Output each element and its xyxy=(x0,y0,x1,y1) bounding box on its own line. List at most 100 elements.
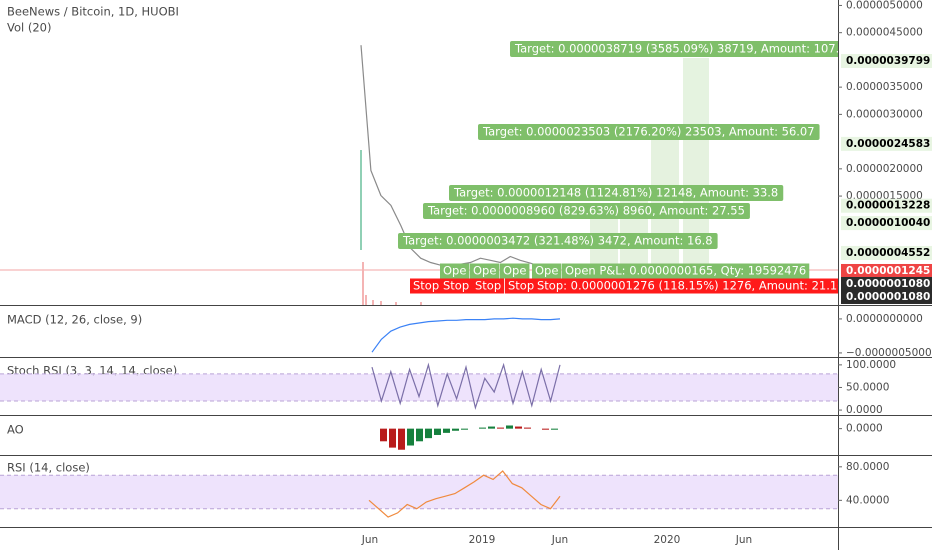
ao-bar xyxy=(407,428,414,446)
ao-bar xyxy=(524,427,531,429)
ao-bar xyxy=(551,428,558,430)
price-tag-box xyxy=(841,289,932,304)
volume-bar xyxy=(372,300,374,305)
ao-bar xyxy=(434,428,441,435)
open-label-box xyxy=(470,263,500,279)
price-tag: 0.0000039799 xyxy=(846,55,930,67)
target-label-box xyxy=(398,233,718,249)
price-tag-box xyxy=(841,136,932,151)
ao-bar xyxy=(488,426,495,429)
open-label: Ope xyxy=(473,264,496,278)
ao-bar xyxy=(497,427,504,429)
x-tick-label: Jun xyxy=(735,534,752,546)
price-tag-box xyxy=(841,216,932,231)
price-tag: 0.0000004552 xyxy=(846,247,930,259)
target-label: Target: 0.0000012148 (1124.81%) 12148, A… xyxy=(453,186,778,200)
open-label: Ope xyxy=(535,264,558,278)
target-label: Target: 0.0000023503 (2176.20%) 23503, A… xyxy=(482,125,815,139)
x-tick-label: Jun xyxy=(551,534,568,546)
ao-bar xyxy=(479,427,486,429)
open-label-box xyxy=(532,263,562,279)
y-tick-label: 0.0000000000 xyxy=(846,313,923,325)
y-tick-label: −0.0000005000 xyxy=(846,347,932,359)
price-tag: 0.0000001080 xyxy=(846,278,930,290)
stop-label-box xyxy=(410,278,443,294)
rsi-line xyxy=(368,470,561,518)
volume-bar xyxy=(365,295,367,305)
symbol: BeeNews / Bitcoin, 1D, HUOBI xyxy=(7,5,179,19)
ao-bar xyxy=(542,428,549,430)
ao-bar xyxy=(416,428,423,442)
target-label: Target: 0.0000003472 (321.48%) 3472, Amo… xyxy=(402,234,713,248)
price-tag: 0.0000001080 xyxy=(846,291,930,303)
y-tick-label: 0.0000050000 xyxy=(846,0,923,11)
y-tick-label: 0.0000045000 xyxy=(846,27,923,39)
open-label: Open P&L: 0.0000000165, Qty: 19592476 xyxy=(565,264,806,278)
stop-label-box xyxy=(534,278,838,294)
x-tick-label: 2020 xyxy=(654,534,681,546)
y-tick-label: 0.0000030000 xyxy=(846,108,923,120)
x-tick-label: Jun xyxy=(361,534,378,546)
price-tag-box xyxy=(841,198,932,213)
y-tick-label: 0.0000 xyxy=(846,423,883,435)
target-label-box xyxy=(478,124,820,140)
stop-label-box xyxy=(505,278,538,294)
y-tick-label: 0.0000 xyxy=(846,404,883,416)
target-label-box xyxy=(449,185,784,201)
ao-bar xyxy=(506,425,513,429)
rsi-title: RSI (14, close) xyxy=(7,461,90,475)
price-tag-box xyxy=(841,276,932,291)
stop-label-box xyxy=(472,278,505,294)
stoch-line xyxy=(371,362,561,411)
y-tick-label: 80.0000 xyxy=(846,461,889,473)
open-label-box xyxy=(562,263,810,279)
price-tag: 0.0000001245 xyxy=(846,265,930,277)
volume-bar xyxy=(420,302,422,305)
macd-line xyxy=(371,317,561,353)
stop-label: Stop xyxy=(508,279,534,293)
ao-bar xyxy=(425,428,432,439)
ao-title: AO xyxy=(7,423,24,437)
open-label: Ope xyxy=(503,264,526,278)
price-tag: 0.0000010040 xyxy=(846,217,930,229)
price-tag-box xyxy=(841,54,932,69)
target-label: Target: 0.0000038719 (3585.09%) 38719, A… xyxy=(514,42,854,56)
price-tag: 0.0000013228 xyxy=(846,200,930,212)
ao-bar xyxy=(461,428,468,430)
macd-title: MACD (12, 26, close, 9) xyxy=(7,313,142,327)
y-tick-label: 0.0000020000 xyxy=(846,163,923,175)
price-pane: Target: 0.0000038719 (3585.09%) 38719, A… xyxy=(360,41,854,305)
band xyxy=(0,475,838,509)
y-tick-label: 40.0000 xyxy=(846,494,889,506)
ao-bar xyxy=(398,428,405,450)
price-tag-box xyxy=(841,245,932,260)
target-label-box xyxy=(423,203,750,219)
price-tag: 0.0000024583 xyxy=(846,138,930,150)
ao-bar xyxy=(452,428,459,431)
y-tick-label: 100.0000 xyxy=(846,359,896,371)
volume-bar xyxy=(362,262,364,305)
target-label: Target: 0.0000008960 (829.63%) 8960, Amo… xyxy=(427,204,745,218)
open-label-box xyxy=(440,263,470,279)
ao-bar xyxy=(389,428,396,448)
price-tag-box xyxy=(841,263,932,278)
stop-label: Stop xyxy=(475,279,501,293)
ao-bar xyxy=(515,426,522,429)
y-tick-label: 50.0000 xyxy=(846,381,889,393)
volume-bar xyxy=(395,302,397,305)
volume-bar xyxy=(380,301,382,305)
open-label: Ope xyxy=(443,264,466,278)
y-tick-label: 0.0000035000 xyxy=(846,81,923,93)
x-tick-label: 2019 xyxy=(469,534,496,546)
target-label-box xyxy=(510,41,838,57)
stop-label: Stop: 0.0000001276 (118.15%) 1276, Amoun… xyxy=(537,279,845,293)
stop-label-box xyxy=(440,278,473,294)
open-label-box xyxy=(500,263,530,279)
ao-bar xyxy=(380,428,387,442)
stop-label: Stop xyxy=(413,279,439,293)
volume-label: Vol (20) xyxy=(7,21,51,35)
ao-bar xyxy=(443,428,450,433)
stop-label: Stop xyxy=(443,279,469,293)
